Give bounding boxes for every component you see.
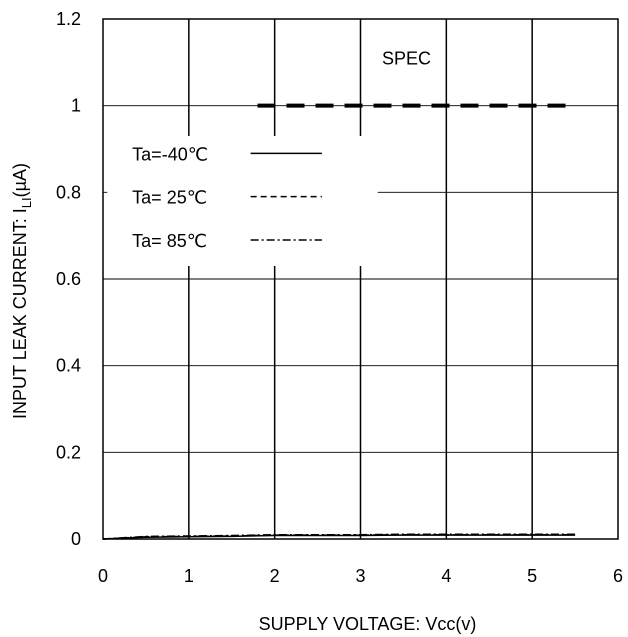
x-tick-label: 0 <box>98 566 108 586</box>
y-tick-label: 1 <box>71 96 81 116</box>
y-tick-label: 0.8 <box>56 182 81 202</box>
legend-label-0: Ta=-40℃ <box>132 144 208 164</box>
y-tick-label: 0 <box>71 529 81 549</box>
tick-labels: 0 0.2 0.4 0.6 0.8 1 1.2 0 1 2 3 4 5 6 <box>56 9 623 586</box>
x-tick-label: 1 <box>184 566 194 586</box>
x-tick-label: 5 <box>527 566 537 586</box>
x-tick-label: 2 <box>270 566 280 586</box>
y-axis-label-unit: (µA) <box>10 163 30 197</box>
x-axis-label: SUPPLY VOLTAGE: Vcc(v) <box>259 614 477 634</box>
plot-frame <box>102 18 619 540</box>
legend: Ta=-40℃ Ta= 25℃ Ta= 85℃ <box>132 144 322 251</box>
y-axis-label: INPUT LEAK CURRENT: ILI(µA) <box>10 163 34 419</box>
x-tick-label: 4 <box>441 566 451 586</box>
series-lines <box>102 533 576 540</box>
x-tick-label: 6 <box>613 566 623 586</box>
x-tick-label: 3 <box>355 566 365 586</box>
y-axis-label-subscript: LI <box>19 197 34 208</box>
spec-annotation: SPEC <box>257 48 567 108</box>
y-tick-label: 0.6 <box>56 269 81 289</box>
series-line-2 <box>102 533 576 540</box>
y-tick-label: 1.2 <box>56 9 81 29</box>
legend-label-2: Ta= 85℃ <box>132 231 207 251</box>
y-tick-label: 0.2 <box>56 442 81 462</box>
legend-background <box>107 136 378 266</box>
spec-label: SPEC <box>382 48 431 68</box>
legend-label-1: Ta= 25℃ <box>132 188 207 208</box>
series-line-1 <box>102 533 576 540</box>
y-tick-label: 0.4 <box>56 356 81 376</box>
grid-lines <box>103 19 618 539</box>
y-axis-label-main: INPUT LEAK CURRENT: I <box>10 208 30 419</box>
